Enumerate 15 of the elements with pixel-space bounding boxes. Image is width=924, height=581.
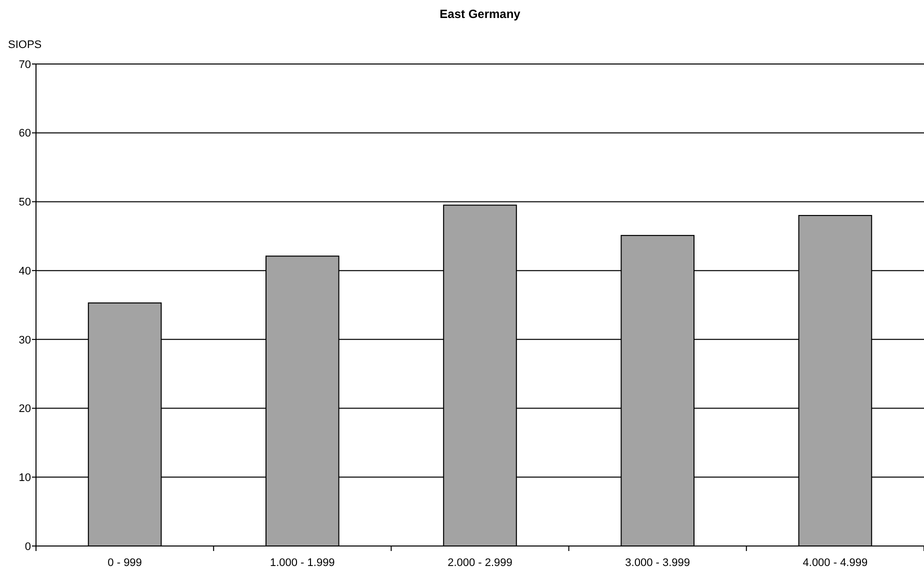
x-tick-label: 0 - 999 [108, 557, 142, 569]
x-tick-label: 4.000 - 4.999 [802, 557, 868, 569]
chart-title: East Germany [440, 7, 521, 21]
y-tick-label: 30 [18, 334, 31, 346]
y-tick-label: 50 [18, 196, 31, 209]
y-tick-label: 70 [18, 58, 31, 71]
y-tick-label: 40 [18, 265, 31, 278]
y-axis-title: SIOPS [8, 39, 42, 51]
y-tick-label: 20 [18, 403, 31, 416]
y-tick-label: 10 [18, 472, 31, 484]
x-tick-label: 1.000 - 1.999 [270, 557, 335, 569]
y-tick-label: 60 [18, 128, 31, 140]
x-tick-label: 3.000 - 3.999 [625, 557, 690, 569]
y-tick-label: 0 [24, 540, 31, 553]
x-tick-label: 2.000 - 2.999 [448, 557, 512, 569]
